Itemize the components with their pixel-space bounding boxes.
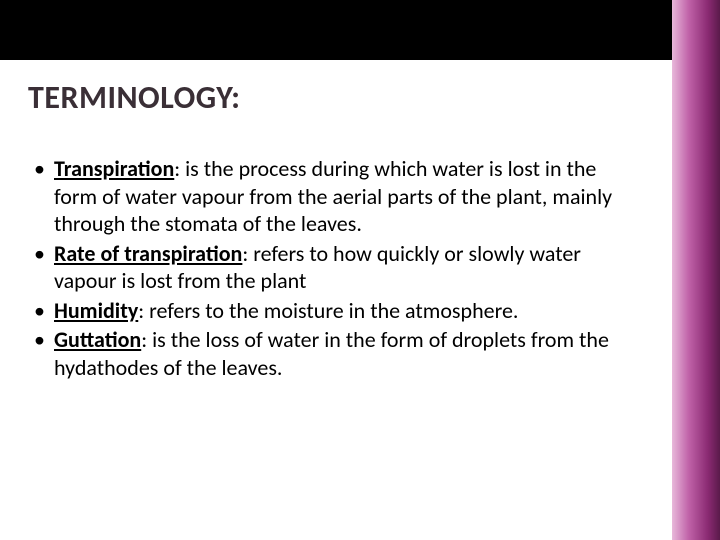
slide-container: TERMINOLOGY: • Transpiration: is the pro… bbox=[0, 0, 720, 540]
bullet-text: Humidity: refers to the moisture in the … bbox=[54, 297, 628, 325]
list-item: • Transpiration: is the process during w… bbox=[28, 155, 628, 238]
term-label: Guttation bbox=[54, 326, 141, 353]
bullet-text: Transpiration: is the process during whi… bbox=[54, 155, 628, 238]
bullet-text: Rate of transpiration: refers to how qui… bbox=[54, 240, 628, 295]
bullet-icon: • bbox=[28, 326, 54, 354]
term-label: Transpiration bbox=[54, 155, 174, 182]
list-item: • Guttation: is the loss of water in the… bbox=[28, 326, 628, 381]
bullet-icon: • bbox=[28, 240, 54, 268]
list-item: • Humidity: refers to the moisture in th… bbox=[28, 297, 628, 325]
top-bar bbox=[0, 0, 720, 60]
right-accent-strip bbox=[672, 0, 720, 540]
term-label: Humidity bbox=[54, 297, 138, 324]
bullet-list: • Transpiration: is the process during w… bbox=[28, 155, 628, 383]
list-item: • Rate of transpiration: refers to how q… bbox=[28, 240, 628, 295]
term-label: Rate of transpiration bbox=[54, 240, 242, 267]
bullet-icon: • bbox=[28, 297, 54, 325]
bullet-icon: • bbox=[28, 155, 54, 183]
slide-title: TERMINOLOGY: bbox=[28, 78, 240, 117]
term-definition: : refers to the moisture in the atmosphe… bbox=[138, 297, 518, 324]
bullet-text: Guttation: is the loss of water in the f… bbox=[54, 326, 628, 381]
